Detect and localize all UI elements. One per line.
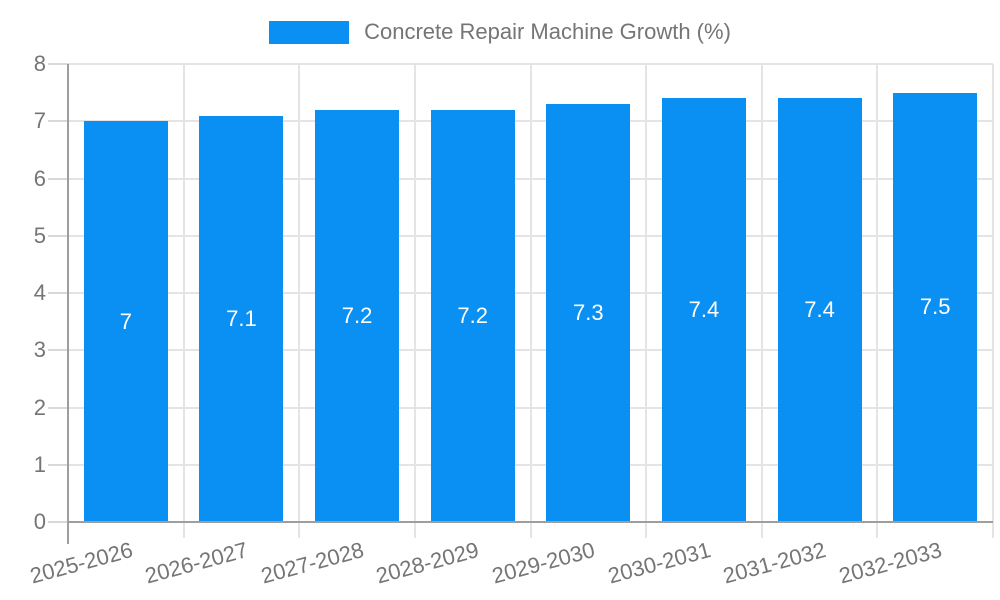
x-tick-label: 2032-2033: [836, 537, 945, 589]
bar: [661, 98, 746, 522]
y-tick: [48, 521, 68, 523]
y-tick: [48, 120, 68, 123]
legend-swatch: [269, 20, 350, 44]
bar: [777, 98, 862, 522]
x-tick-label: 2025-2026: [26, 537, 136, 589]
x-tick-label: 2028-2029: [373, 537, 482, 589]
y-tick: [48, 177, 68, 180]
bar-value-label: 7.4: [804, 297, 835, 323]
x-gridline: [182, 64, 185, 538]
y-tick-label: 2: [33, 394, 46, 420]
chart-legend: Concrete Repair Machine Growth (%): [0, 19, 1000, 45]
y-tick: [48, 463, 68, 466]
bar-value-label: 7.3: [573, 300, 604, 326]
y-tick: [48, 63, 68, 65]
x-gridline: [298, 64, 301, 538]
x-gridline: [645, 64, 648, 538]
x-tick-label: 2031-2032: [720, 537, 829, 589]
x-axis-line: [68, 521, 993, 523]
y-tick-label: 3: [33, 337, 46, 363]
x-gridline: [992, 64, 994, 538]
y-tick-label: 0: [33, 509, 46, 534]
bar: [546, 104, 631, 522]
bar-value-label: 7.2: [457, 302, 488, 328]
x-tick-label: 2027-2028: [258, 537, 367, 589]
x-tick-label: 2026-2027: [142, 537, 251, 589]
x-gridline: [413, 64, 416, 538]
y-tick: [48, 406, 68, 409]
legend-label: Concrete Repair Machine Growth (%): [364, 19, 731, 44]
x-gridline: [529, 64, 532, 538]
y-tick-label: 1: [33, 451, 46, 477]
y-tick: [48, 349, 68, 352]
x-tick-label: 2029-2030: [489, 537, 598, 589]
y-tick: [48, 234, 68, 237]
y-tick-label: 4: [33, 280, 46, 305]
bar-value-label: 7.1: [226, 305, 257, 331]
bar: [893, 92, 978, 522]
y-tick-label: 8: [33, 51, 46, 76]
y-tick-label: 7: [33, 108, 46, 134]
bar: [83, 121, 168, 522]
bar-value-label: 7: [119, 308, 132, 334]
bar: [199, 115, 284, 522]
bar: [430, 109, 515, 522]
bar-value-label: 7.2: [341, 302, 373, 328]
x-gridline: [760, 64, 763, 538]
bar-value-label: 7.4: [688, 297, 720, 323]
y-tick: [48, 292, 68, 294]
x-gridline: [876, 64, 879, 538]
y-tick-label: 6: [33, 165, 46, 191]
y-axis-line: [67, 64, 69, 544]
x-tick-label: 2030-2031: [605, 537, 714, 589]
bar: [315, 109, 400, 522]
bar-value-label: 7.5: [919, 294, 951, 320]
y-tick-label: 5: [33, 222, 46, 248]
